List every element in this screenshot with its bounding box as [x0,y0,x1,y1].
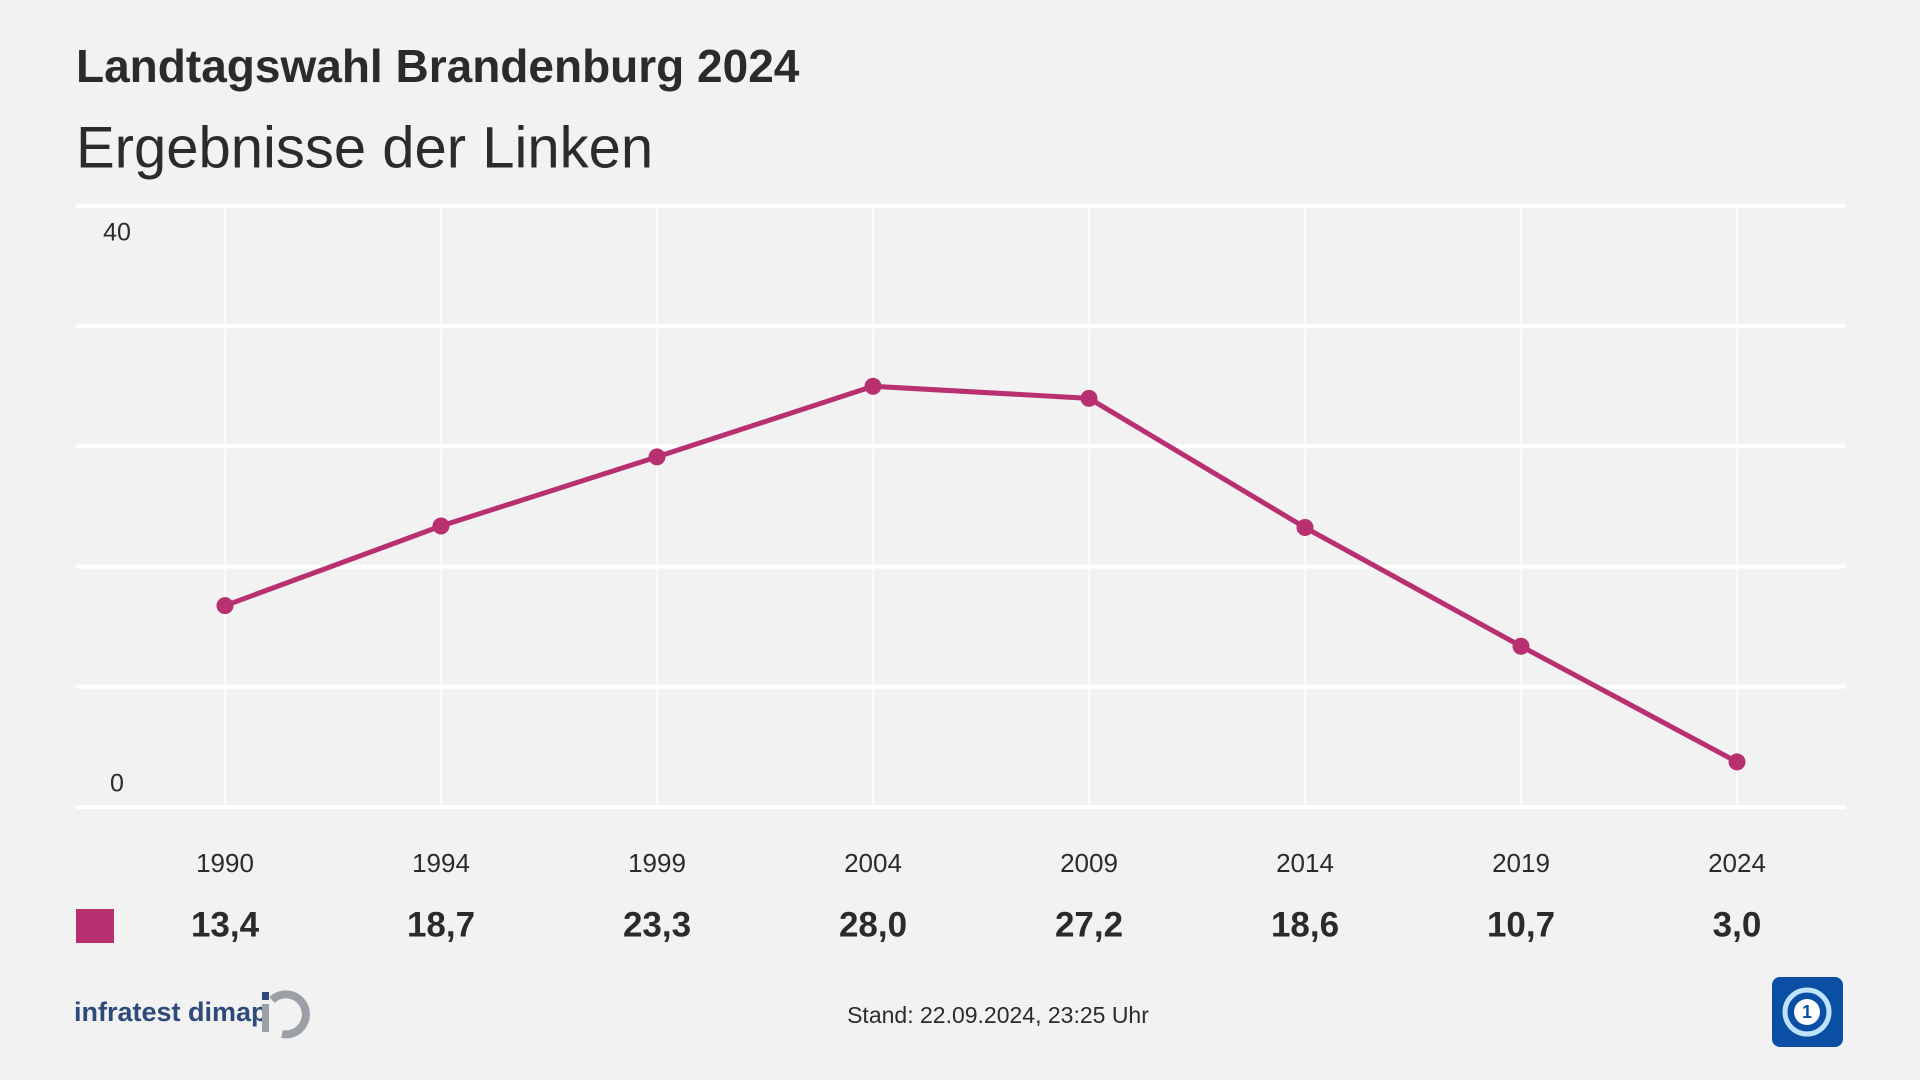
x-tick-label: 1990 [196,848,254,878]
y-tick-label: 0 [110,770,124,798]
line [224,383,1739,765]
data-point [1728,753,1746,771]
x-tick-label: 2024 [1708,848,1766,878]
source-icon [262,990,310,1039]
value-label: 10,7 [1487,905,1555,944]
data-point [1296,519,1314,537]
timestamp: Stand: 22.09.2024, 23:25 Uhr [847,1002,1149,1028]
x-tick-label: 1999 [628,848,686,878]
value-label: 18,7 [407,905,475,944]
plot-area: 0 40 1990 1994 1999 2004 2009 2014 2019 2024 13,4 1… [76,204,1845,944]
chart-title: Landtagswahl Brandenburg 2024 [76,40,800,92]
data-point [432,517,450,535]
data-point [864,377,882,395]
x-tick-label: 2014 [1276,848,1334,878]
x-tick-label: 2004 [844,848,902,878]
x-tick-label: 2019 [1492,848,1550,878]
x-tick-label: 2009 [1060,848,1118,878]
data-point [1512,637,1530,655]
value-label: 18,6 [1271,905,1339,944]
data-point [1080,389,1098,407]
source-logo: infratest dimap [74,997,268,1027]
data-point [648,448,666,466]
value-label: 13,4 [191,905,260,944]
y-tick-label: 40 [103,219,131,247]
value-label: 3,0 [1713,905,1762,944]
legend-swatch [76,909,114,943]
value-label: 23,3 [623,905,691,944]
x-tick-label: 1994 [412,848,470,878]
chart-subtitle: Ergebnisse der Linken [76,115,653,180]
value-label: 28,0 [839,905,907,944]
data-point [216,597,234,615]
broadcaster-logo: 1 [1772,977,1843,1047]
value-label: 27,2 [1055,905,1123,944]
svg-text:1: 1 [1802,1002,1812,1022]
